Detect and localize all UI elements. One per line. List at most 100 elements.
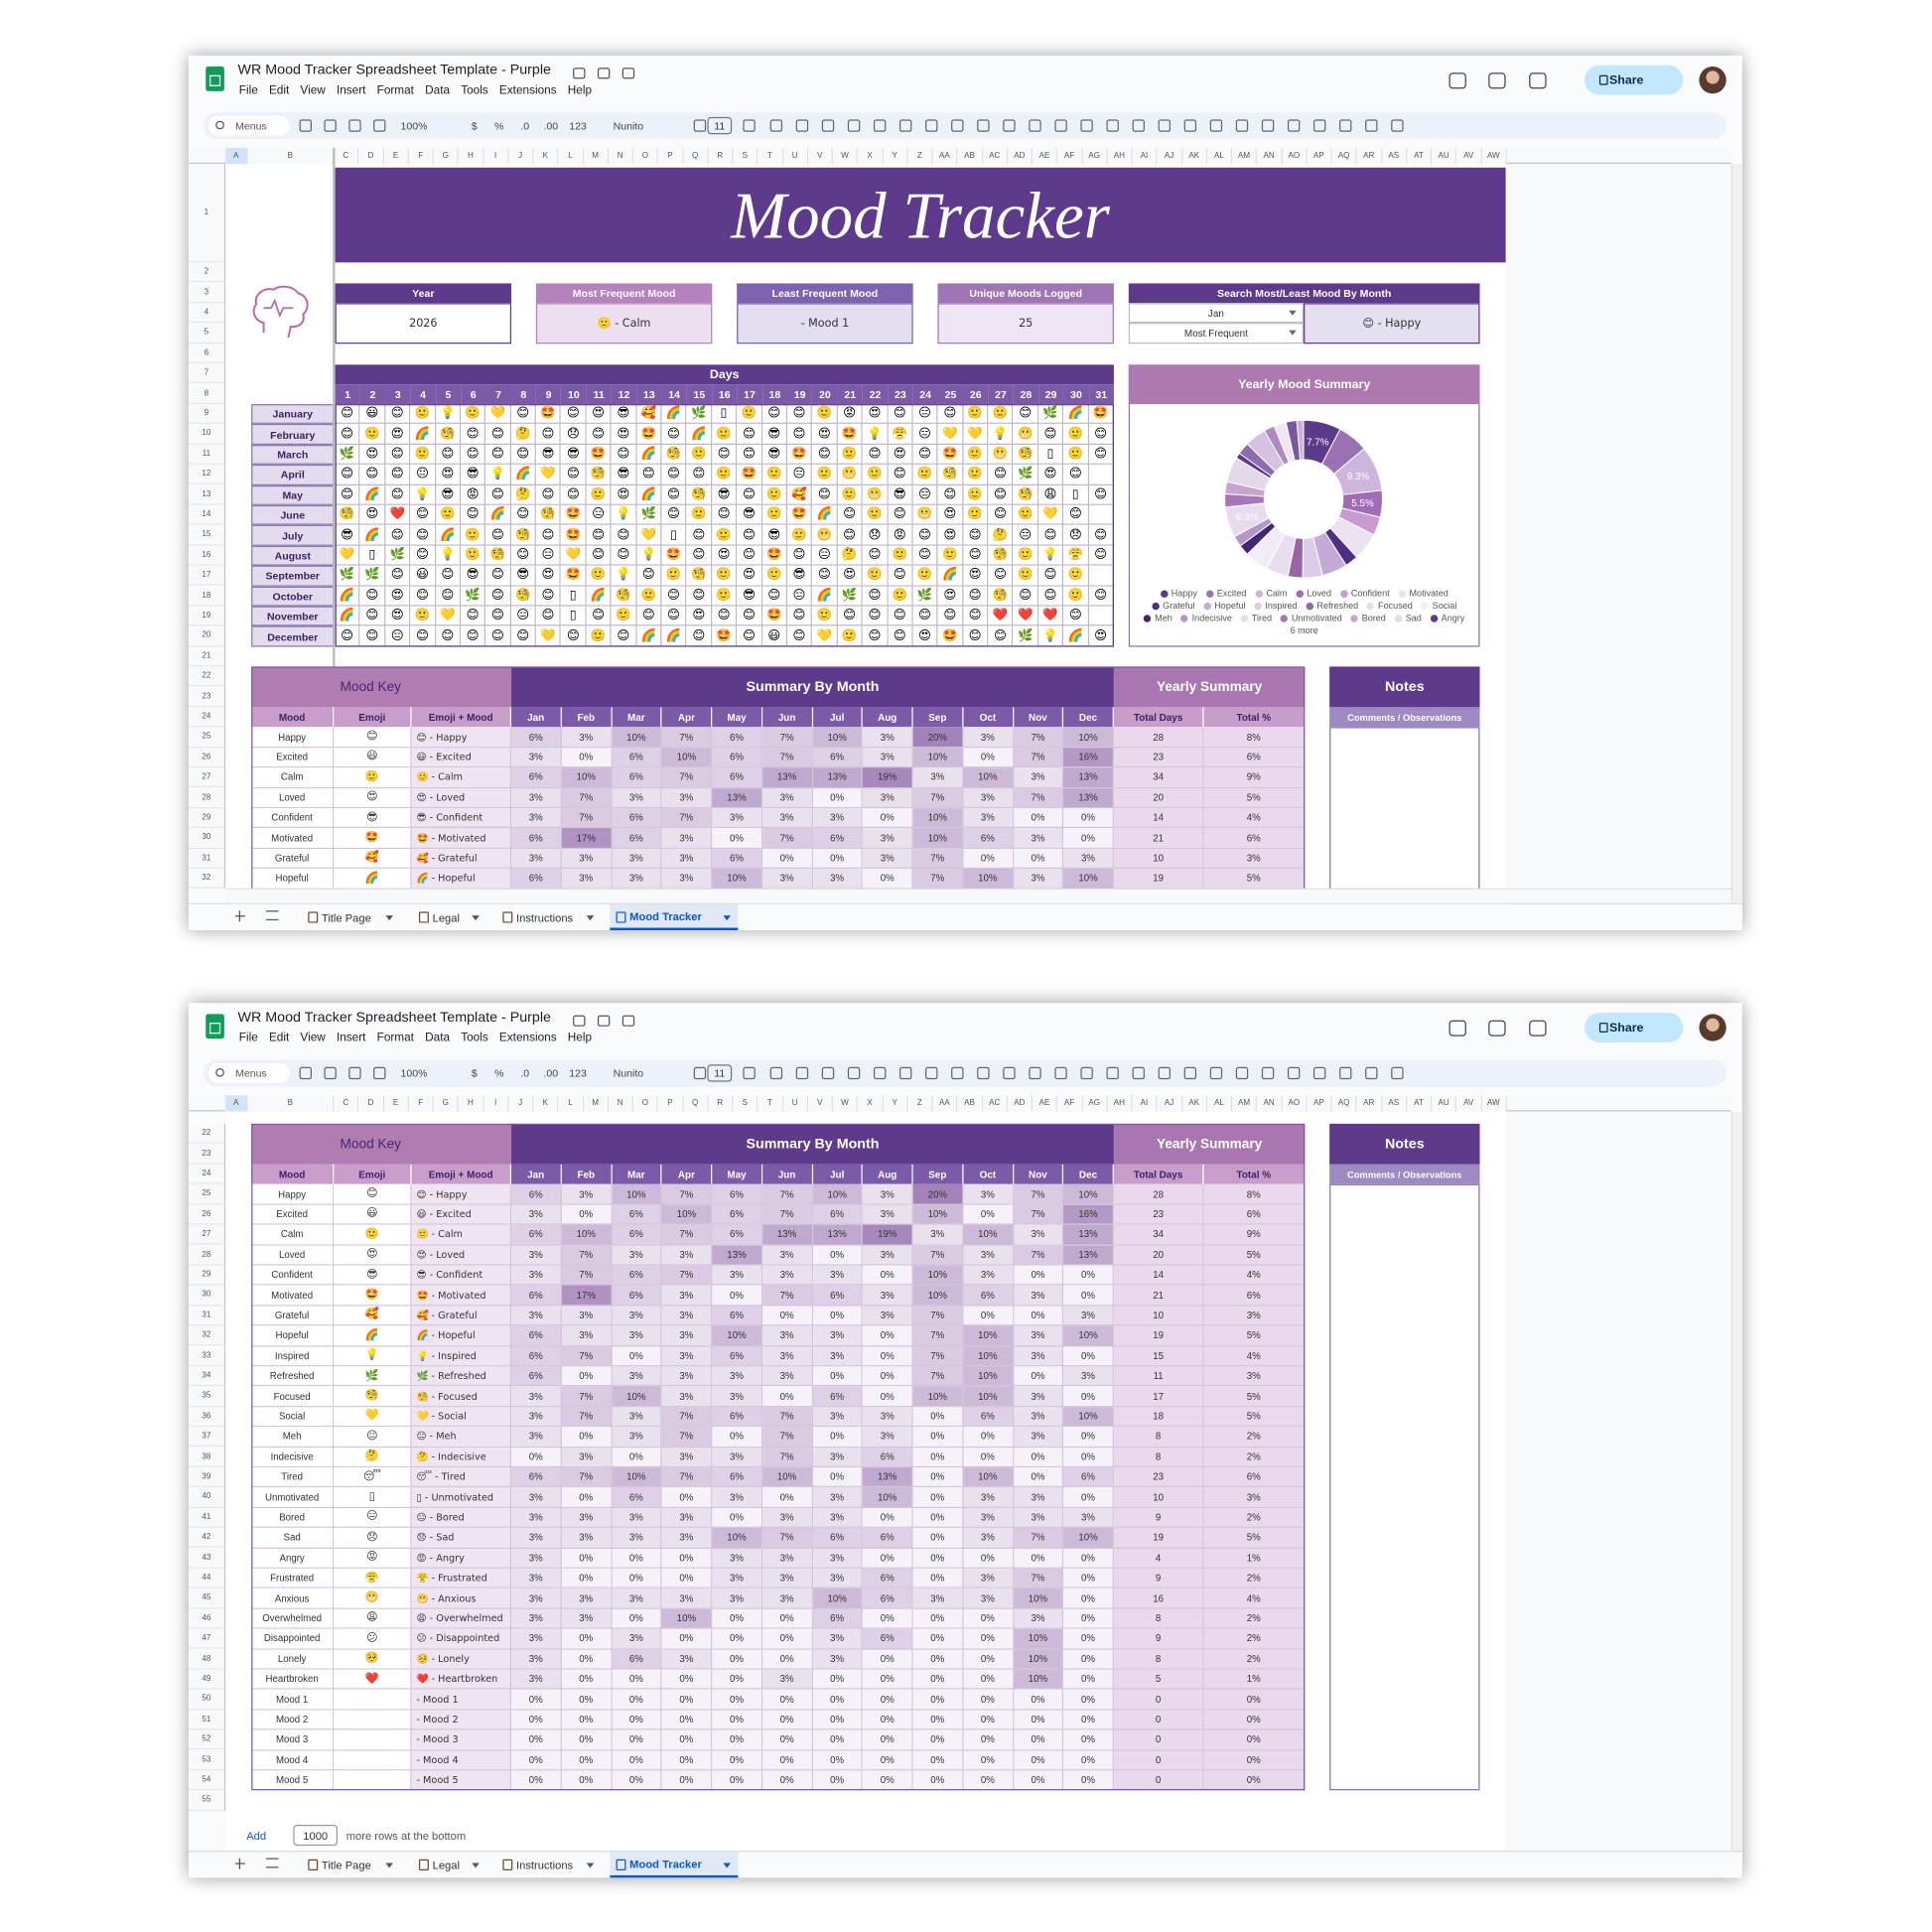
toolbar-icon xyxy=(348,119,361,132)
mood-name: Calm xyxy=(251,1224,335,1246)
mood-entry: 🧐 xyxy=(435,424,462,445)
mood-entry: 🙂 xyxy=(761,565,787,587)
table-cell: 7% xyxy=(661,727,713,749)
legend-item: Social xyxy=(1421,600,1456,612)
column-title: Apr xyxy=(661,1164,713,1185)
legend-label: Meh xyxy=(1155,612,1173,623)
row-header: 49 xyxy=(188,1669,226,1690)
column-header: Z xyxy=(907,147,933,165)
table-cell: 0% xyxy=(963,1427,1014,1448)
mood-entry: 🙂 xyxy=(888,545,913,566)
table-cell: 6% xyxy=(863,1447,913,1468)
column-title: Emoji xyxy=(334,1164,412,1185)
mood-entry: 💡 xyxy=(636,545,662,566)
table-cell: 0% xyxy=(761,1306,813,1326)
table-cell: 10% xyxy=(612,1386,662,1408)
table-cell: 0% xyxy=(963,1669,1014,1690)
mood-emoji: 😕 xyxy=(334,1628,412,1650)
table-cell: 0% xyxy=(963,848,1014,870)
mood-entry: 😍 xyxy=(888,444,913,466)
mood-entry: 😊 xyxy=(435,565,462,587)
legend-label: Focused xyxy=(1378,600,1413,612)
tab-icon xyxy=(418,911,429,923)
table-cell: 0% xyxy=(1013,1548,1064,1569)
column-header: P xyxy=(658,147,684,165)
table-cell: 7% xyxy=(1013,1184,1064,1205)
row-header: 43 xyxy=(188,1548,226,1569)
table-cell: 0% xyxy=(612,1710,662,1730)
toolbar-icon xyxy=(873,1066,887,1080)
column-header: AR xyxy=(1356,147,1382,165)
table-cell: 3% xyxy=(612,1407,662,1428)
toolbar-icon xyxy=(1183,1066,1197,1080)
column-header: AJ xyxy=(1157,1095,1182,1112)
mood-entry: 😎 xyxy=(888,484,913,505)
table-cell: 3% xyxy=(761,1345,813,1367)
table-cell: 0% xyxy=(1063,808,1114,829)
toolbar-icon xyxy=(1029,1066,1041,1080)
legend-item: Loved xyxy=(1296,588,1331,599)
doc-title: WR Mood Tracker Spreadsheet Template - P… xyxy=(237,63,551,78)
mood-entry: 😊 xyxy=(586,525,612,546)
mood-entry: 😊 xyxy=(335,625,360,647)
table-cell: 0% xyxy=(1063,1487,1114,1508)
legend-label: Hopeful xyxy=(1214,600,1246,612)
mood-entry: 🤩 xyxy=(1088,404,1114,425)
toolbar-icon xyxy=(847,1066,861,1080)
mood-entry: 🙂 xyxy=(1063,565,1089,587)
mood-name: Grateful xyxy=(251,848,335,870)
row-header: 23 xyxy=(188,1144,226,1165)
table-cell: 6% xyxy=(863,1528,913,1549)
table-cell: 0% xyxy=(863,1265,913,1286)
column-header: W xyxy=(832,147,859,165)
toolbar-icon xyxy=(1339,1066,1352,1080)
table-cell: 0% xyxy=(863,1507,913,1529)
table-cell: 3% xyxy=(612,1306,662,1326)
emoji-mood: 😎 - Confident xyxy=(411,808,512,829)
tab-caret xyxy=(472,1863,480,1868)
table-cell: 10% xyxy=(1063,1184,1114,1205)
table-cell: 6% xyxy=(812,1386,864,1408)
mood-entry: ▯ xyxy=(561,606,587,626)
mood-entry: 🙂 xyxy=(586,484,612,505)
mood-emoji: 🥰 xyxy=(334,1306,412,1326)
mood-entry: 💡 xyxy=(611,504,637,526)
mood-entry: 🙂 xyxy=(410,606,436,626)
legend-label: Indecisive xyxy=(1191,612,1232,623)
table-cell: 6% xyxy=(612,828,662,849)
day-number: 26 xyxy=(963,384,989,405)
table-cell: 6% xyxy=(712,1184,762,1205)
table-cell: 0% xyxy=(863,808,913,829)
table-cell: 3% xyxy=(761,869,813,890)
mood-entry: 🤩 xyxy=(661,545,687,566)
mood-entry: 🧐 xyxy=(485,545,511,566)
legend-label: Unmotivated xyxy=(1291,612,1342,623)
slice-label: 9.3% xyxy=(1347,472,1370,483)
column-header: U xyxy=(782,147,808,165)
mood-entry: 😎 xyxy=(461,465,486,485)
table-cell: 3% xyxy=(511,1407,562,1428)
table-cell: 0% xyxy=(661,1729,713,1751)
mood-entry: 😊 xyxy=(837,504,863,526)
brain-icon xyxy=(246,283,313,343)
column-title: Total % xyxy=(1203,1164,1306,1185)
mood-entry: 🙂 xyxy=(812,404,838,425)
legend-swatch xyxy=(1144,614,1152,622)
row-header: 24 xyxy=(188,707,226,728)
table-cell: 15 xyxy=(1113,1345,1204,1367)
sheet-tab: Instructions xyxy=(516,1859,574,1871)
table-cell: 0% xyxy=(1013,1265,1064,1286)
mood-entry: 😎 xyxy=(761,525,787,546)
mood-entry: 😊 xyxy=(410,586,436,607)
table-cell: 3% xyxy=(661,1345,713,1367)
table-cell: 3% xyxy=(1013,1285,1064,1307)
column-header: O xyxy=(632,1095,659,1112)
day-number: 27 xyxy=(988,384,1014,405)
mood-entry: 🧐 xyxy=(937,465,964,485)
mood-name: Focused xyxy=(251,1386,335,1408)
toolbar-icon xyxy=(299,119,312,132)
mood-entry: 😎 xyxy=(611,404,637,425)
legend-item: Tired xyxy=(1240,613,1272,623)
mood-entry: 🤩 xyxy=(561,565,587,587)
legend-item: Sad xyxy=(1394,613,1422,623)
